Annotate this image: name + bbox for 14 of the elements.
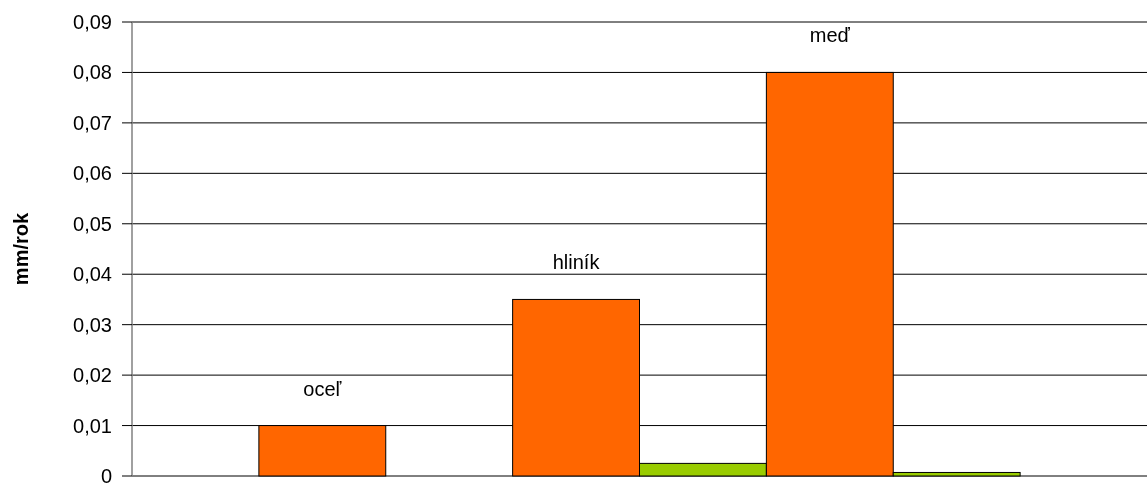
y-tick-label: 0,04 (73, 263, 112, 286)
y-axis-title: mm/rok (10, 212, 32, 286)
y-tick-label: 0 (100, 465, 112, 487)
y-tick-label: 0,07 (73, 111, 112, 134)
y-tick-label: 0,09 (73, 11, 112, 33)
y-tick-label: 0,01 (73, 414, 112, 437)
series-label: meď (809, 24, 851, 47)
series-label: hliník (552, 251, 601, 274)
y-tick-label: 0,08 (73, 61, 112, 84)
y-tick-label: 0,05 (73, 212, 112, 235)
series-label: oceľ (303, 377, 343, 400)
y-tick-label: 0,02 (73, 364, 112, 387)
y-tick-label: 0,03 (73, 313, 112, 336)
y-tick-label: 0,06 (73, 162, 112, 185)
